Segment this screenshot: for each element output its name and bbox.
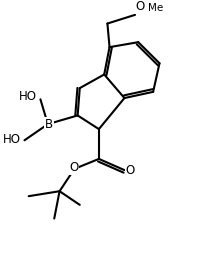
Text: HO: HO [3, 133, 21, 146]
Text: HO: HO [19, 90, 37, 103]
Text: Me: Me [148, 3, 163, 13]
Text: O: O [135, 0, 145, 13]
Text: O: O [125, 163, 134, 177]
Text: B: B [45, 118, 53, 131]
Text: O: O [69, 161, 79, 174]
